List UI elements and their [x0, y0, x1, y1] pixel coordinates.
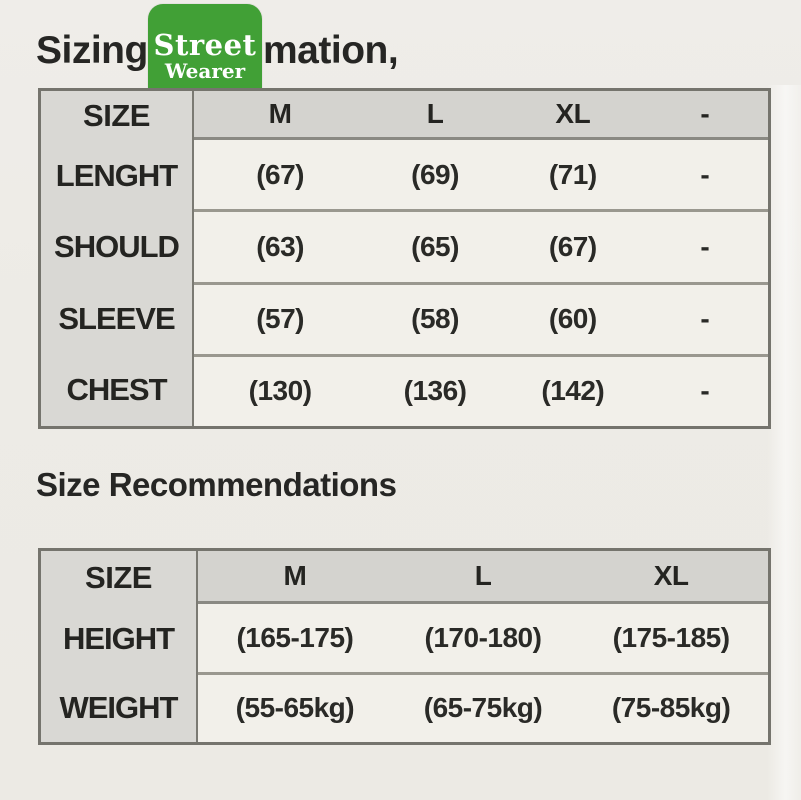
logo-text-wearer: Wearer — [164, 59, 246, 84]
table-row-chest: (130) (136) (142) - — [194, 353, 768, 426]
column-header-l: L — [426, 98, 444, 129]
row-label-should: SHOULD — [54, 229, 180, 265]
cell-height-l: (170-180) — [424, 621, 542, 653]
cell-weight-xl: (75-85kg) — [611, 692, 731, 724]
sizing-table-header-row: M L XL - — [194, 91, 768, 140]
size-recommendations-title: Size Recommendations — [36, 466, 397, 503]
sizing-table-corner-cell: SIZE — [83, 97, 150, 133]
cell-lenght-l: (69) — [411, 158, 459, 190]
recommendations-header-row: M L XL — [198, 551, 768, 604]
cell-height-m: (165-175) — [236, 621, 354, 653]
page-title-fragment-right: mation, — [263, 29, 399, 72]
rec-column-header-xl: XL — [653, 560, 689, 591]
cell-sleeve-xl: (60) — [548, 303, 597, 335]
page-title-fragment-left: Sizing — [36, 29, 148, 72]
cell-height-xl: (175-185) — [612, 621, 730, 653]
cell-weight-l: (65-75kg) — [423, 692, 543, 724]
table-row-height: (165-175) (170-180) (175-185) — [198, 604, 768, 672]
table-row-weight: (55-65kg) (65-75kg) (75-85kg) — [198, 671, 768, 742]
cell-lenght-xl: (71) — [548, 158, 597, 190]
recommendations-corner-cell: SIZE — [85, 559, 152, 595]
logo-text-street: Street — [153, 27, 257, 62]
page-edge-highlight — [767, 85, 801, 800]
cell-lenght-m: (67) — [256, 158, 304, 190]
cell-sleeve-m: (57) — [256, 303, 304, 335]
cell-should-dash: - — [700, 230, 710, 262]
row-label-weight: WEIGHT — [59, 689, 179, 725]
table-row-lenght: (67) (69) (71) - — [194, 140, 768, 210]
cell-should-m: (63) — [256, 230, 304, 262]
column-header-dash: - — [700, 98, 710, 129]
cell-chest-xl: (142) — [541, 375, 605, 407]
sizing-table: SIZE LENGHT SHOULD SLEEVE CHEST M L XL -… — [38, 88, 771, 429]
column-header-xl: XL — [555, 98, 591, 129]
row-label-chest: CHEST — [66, 372, 167, 408]
recommendations-values-area: M L XL (165-175) (170-180) (175-185) (55… — [198, 551, 768, 742]
row-label-lenght: LENGHT — [55, 157, 178, 193]
row-label-height: HEIGHT — [62, 620, 175, 656]
sizing-table-label-column: SIZE LENGHT SHOULD SLEEVE CHEST — [41, 91, 194, 426]
column-header-m: M — [268, 98, 292, 129]
cell-chest-dash: - — [700, 375, 710, 407]
table-row-should: (63) (65) (67) - — [194, 209, 768, 282]
recommendations-label-column: SIZE HEIGHT WEIGHT — [41, 551, 198, 742]
cell-should-xl: (67) — [548, 230, 597, 262]
cell-sleeve-l: (58) — [411, 303, 459, 335]
cell-lenght-dash: - — [700, 158, 710, 190]
rec-column-header-l: L — [474, 560, 492, 591]
cell-should-l: (65) — [411, 230, 459, 262]
row-label-sleeve: SLEEVE — [58, 300, 175, 336]
size-recommendations-table: SIZE HEIGHT WEIGHT M L XL (165-175) (170… — [38, 548, 771, 745]
cell-chest-m: (130) — [248, 375, 312, 407]
cell-weight-m: (55-65kg) — [235, 692, 355, 724]
cell-sleeve-dash: - — [700, 303, 710, 335]
cell-chest-l: (136) — [403, 375, 467, 407]
sizing-table-values-area: M L XL - (67) (69) (71) - (63) (65) (67)… — [194, 91, 768, 426]
rec-column-header-m: M — [283, 560, 307, 591]
table-row-sleeve: (57) (58) (60) - — [194, 281, 768, 354]
